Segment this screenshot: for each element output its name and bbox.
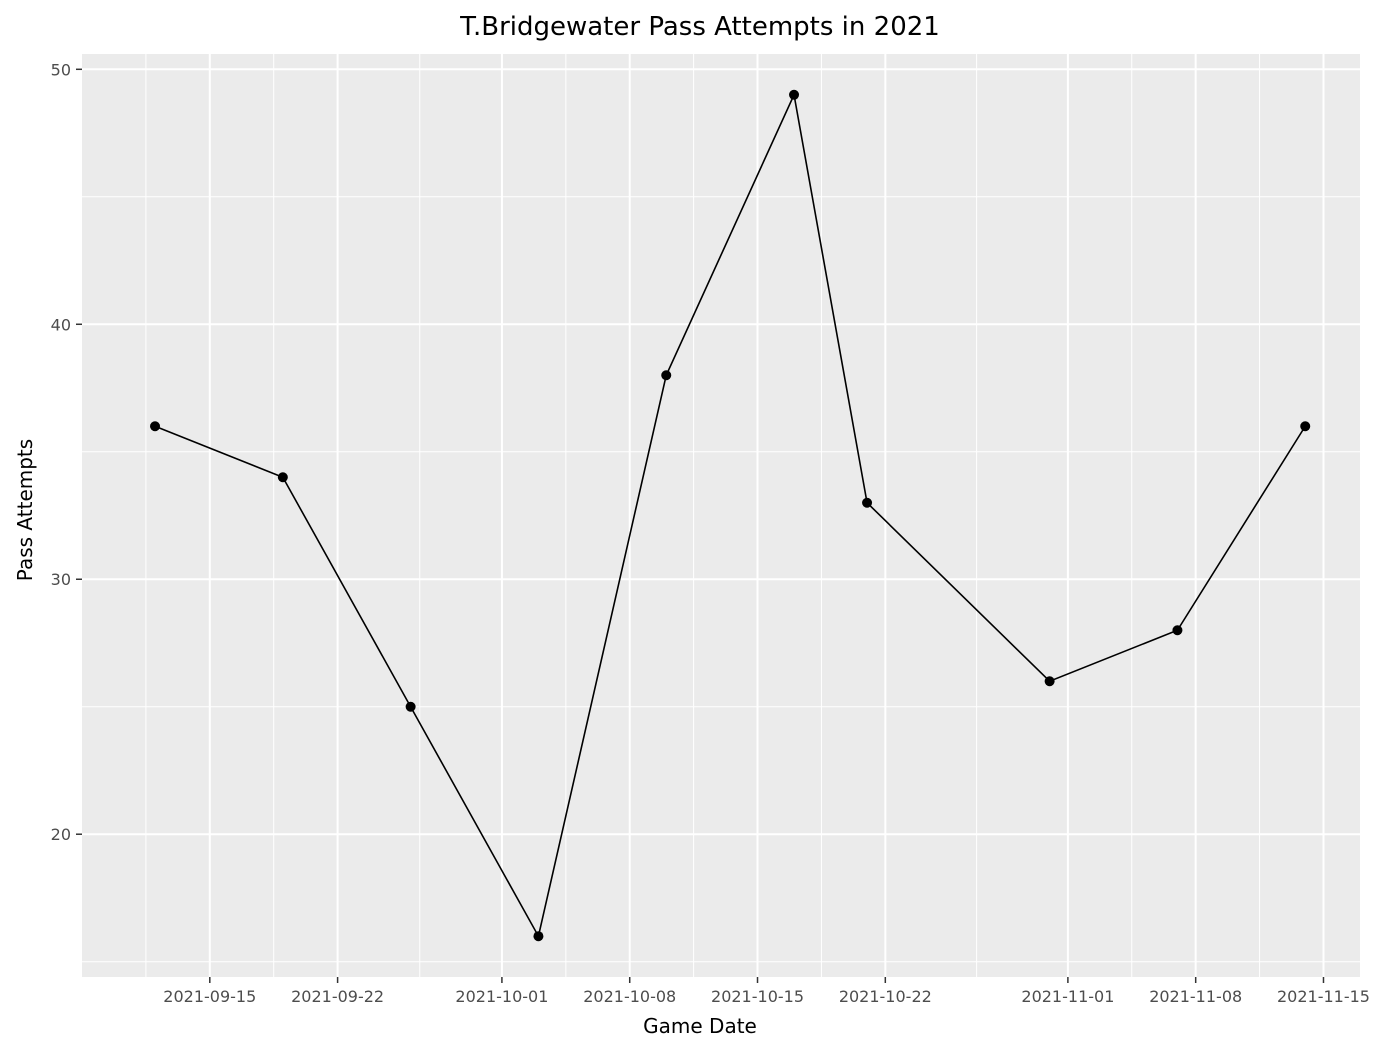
data-point (405, 701, 416, 712)
x-tick-label: 2021-11-15 (1277, 987, 1370, 1006)
data-point (661, 370, 672, 381)
x-tick-label: 2021-10-08 (583, 987, 676, 1006)
grid-major (82, 54, 1360, 977)
data-point (277, 472, 288, 483)
y-tick-label: 40 (51, 315, 71, 334)
x-axis-label: Game Date (643, 1014, 757, 1038)
data-point (1172, 625, 1183, 636)
data-point (1300, 421, 1311, 432)
x-tick-label: 2021-09-22 (291, 987, 384, 1006)
y-tick-label: 20 (51, 825, 71, 844)
x-tick-label: 2021-10-15 (711, 987, 804, 1006)
x-tick-label: 2021-11-08 (1149, 987, 1242, 1006)
tick-labels: 2021-09-15 2021-09-22 2021-10-01 2021-10-08… (51, 60, 1370, 1006)
data-point (862, 497, 873, 508)
grid-minor (82, 54, 1360, 977)
x-tick-label: 2021-10-22 (839, 987, 932, 1006)
chart-title: T.Bridgewater Pass Attempts in 2021 (459, 12, 940, 42)
y-tick-label: 30 (51, 570, 71, 589)
y-tick-label: 50 (51, 60, 71, 79)
data-point (533, 931, 544, 942)
x-tick-label: 2021-11-01 (1021, 987, 1114, 1006)
data-point (789, 89, 800, 100)
x-tick-label: 2021-10-01 (455, 987, 548, 1006)
data-point (150, 421, 161, 432)
data-point (1044, 676, 1055, 687)
y-axis-label: Pass Attempts (13, 439, 37, 581)
x-tick-label: 2021-09-15 (163, 987, 256, 1006)
axis-ticks (76, 68, 1325, 983)
series-line (154, 92, 1306, 939)
plot-panel (82, 54, 1360, 977)
series-layer (150, 89, 1311, 942)
